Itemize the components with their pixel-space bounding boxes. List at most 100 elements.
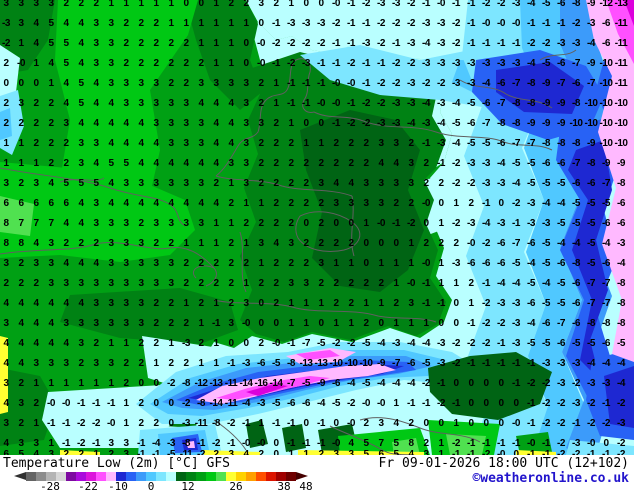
colorbar-cell bbox=[156, 472, 166, 481]
grid-temperature-value: 2 bbox=[318, 158, 324, 169]
grid-temperature-value: 0 bbox=[453, 298, 459, 309]
copyright-link[interactable]: ©weatheronline.co.uk bbox=[472, 471, 629, 486]
grid-temperature-value: 3 bbox=[108, 278, 114, 289]
grid-temperature-value: 3 bbox=[123, 298, 129, 309]
grid-temperature-value: 3 bbox=[363, 198, 369, 209]
grid-temperature-value: -2 bbox=[542, 418, 550, 429]
grid-temperature-value: -4 bbox=[482, 78, 490, 89]
grid-temperature-value: 3 bbox=[123, 450, 129, 460]
grid-temperature-value: -3 bbox=[422, 118, 430, 129]
grid-temperature-value: -1 bbox=[227, 438, 235, 449]
grid-temperature-value: 0 bbox=[318, 118, 324, 129]
grid-temperature-value: -2 bbox=[557, 438, 565, 449]
grid-temperature-value: -2 bbox=[617, 450, 625, 460]
grid-temperature-value: -6 bbox=[497, 138, 505, 149]
grid-temperature-value: 0 bbox=[243, 338, 249, 349]
grid-temperature-value: 5 bbox=[363, 450, 369, 460]
grid-temperature-value: -4 bbox=[422, 338, 430, 349]
grid-temperature-value: 1 bbox=[333, 258, 339, 269]
grid-temperature-value: 1 bbox=[378, 298, 384, 309]
grid-temperature-value: 5 bbox=[93, 178, 99, 189]
grid-temperature-value: -3 bbox=[407, 78, 415, 89]
grid-temperature-value: -4 bbox=[317, 398, 325, 409]
grid-temperature-value: 4 bbox=[63, 18, 69, 29]
grid-temperature-value: 1 bbox=[78, 378, 84, 389]
grid-temperature-value: 3 bbox=[228, 318, 234, 329]
grid-temperature-value: 2 bbox=[138, 418, 144, 429]
grid-temperature-value: 2 bbox=[408, 138, 414, 149]
grid-temperature-value: 1 bbox=[393, 398, 399, 409]
grid-temperature-value: -3 bbox=[302, 58, 310, 69]
grid-temperature-value: -4 bbox=[557, 238, 565, 249]
grid-temperature-value: 4 bbox=[243, 450, 249, 460]
grid-temperature-value: 3 bbox=[18, 0, 24, 9]
grid-temperature-value: -9 bbox=[317, 378, 325, 389]
grid-temperature-value: -7 bbox=[482, 118, 490, 129]
grid-temperature-value: 3 bbox=[108, 218, 114, 229]
grid-temperature-value: -6 bbox=[482, 258, 490, 269]
grid-temperature-value: -1 bbox=[467, 450, 475, 460]
grid-temperature-value: -8 bbox=[572, 0, 580, 9]
grid-temperature-value: -9 bbox=[587, 58, 595, 69]
grid-temperature-value: 1 bbox=[213, 58, 219, 69]
grid-temperature-value: 3 bbox=[423, 450, 429, 460]
grid-temperature-value: 1 bbox=[198, 38, 204, 49]
grid-temperature-value: -2 bbox=[542, 398, 550, 409]
grid-temperature-value: 1 bbox=[243, 238, 249, 249]
grid-temperature-value: -9 bbox=[587, 138, 595, 149]
grid-temperature-value: -2 bbox=[542, 38, 550, 49]
grid-temperature-value: -3 bbox=[407, 38, 415, 49]
colorbar-tick-label: 48 bbox=[299, 480, 313, 490]
grid-temperature-value: 3 bbox=[123, 218, 129, 229]
grid-temperature-value: -3 bbox=[572, 358, 580, 369]
grid-temperature-value: 3 bbox=[243, 118, 249, 129]
grid-temperature-value: 4 bbox=[138, 198, 144, 209]
grid-temperature-value: -3 bbox=[437, 358, 445, 369]
grid-temperature-value: -5 bbox=[602, 198, 610, 209]
grid-temperature-value: -1 bbox=[527, 450, 535, 460]
grid-temperature-value: -5 bbox=[587, 338, 595, 349]
grid-temperature-value: 1 bbox=[213, 0, 219, 9]
grid-temperature-value: 1 bbox=[438, 438, 444, 449]
colorbar-cell bbox=[266, 472, 276, 481]
grid-temperature-value: -1 bbox=[497, 358, 505, 369]
grid-temperature-value: -2 bbox=[617, 398, 625, 409]
grid-temperature-value: -6 bbox=[572, 178, 580, 189]
grid-temperature-value: 3 bbox=[183, 218, 189, 229]
grid-temperature-value: 2 bbox=[438, 238, 444, 249]
grid-temperature-value: -5 bbox=[572, 338, 580, 349]
grid-temperature-value: 3 bbox=[3, 378, 9, 389]
grid-temperature-value: 3 bbox=[93, 18, 99, 29]
grid-temperature-value: 3 bbox=[153, 118, 159, 129]
grid-temperature-value: -8 bbox=[617, 178, 625, 189]
grid-temperature-value: -5 bbox=[302, 378, 310, 389]
grid-temperature-value: 3 bbox=[123, 438, 129, 449]
grid-temperature-value: 4 bbox=[78, 258, 84, 269]
grid-temperature-value: 3 bbox=[48, 278, 54, 289]
grid-temperature-value: -2 bbox=[407, 0, 415, 9]
grid-temperature-value: -5 bbox=[542, 238, 550, 249]
grid-temperature-value: -0 bbox=[512, 418, 520, 429]
grid-temperature-value: -7 bbox=[557, 318, 565, 329]
grid-temperature-value: -1 bbox=[557, 18, 565, 29]
grid-temperature-value: -0 bbox=[527, 438, 535, 449]
grid-temperature-value: -7 bbox=[512, 78, 520, 89]
grid-temperature-value: 4 bbox=[33, 450, 39, 460]
grid-temperature-value: -1 bbox=[62, 418, 70, 429]
grid-temperature-value: -3 bbox=[542, 358, 550, 369]
grid-temperature-value: -4 bbox=[542, 278, 550, 289]
grid-temperature-value: 2 bbox=[33, 138, 39, 149]
grid-temperature-value: 3 bbox=[408, 158, 414, 169]
grid-temperature-value: 2 bbox=[138, 398, 144, 409]
grid-temperature-value: 0 bbox=[468, 378, 474, 389]
grid-temperature-value: -10 bbox=[614, 118, 628, 129]
grid-temperature-value: -9 bbox=[617, 158, 625, 169]
grid-temperature-value: 2 bbox=[198, 338, 204, 349]
grid-temperature-value: -9 bbox=[587, 0, 595, 9]
grid-temperature-value: 3 bbox=[18, 438, 24, 449]
grid-temperature-value: 2 bbox=[258, 178, 264, 189]
grid-temperature-value: -1 bbox=[317, 78, 325, 89]
grid-temperature-value: 4 bbox=[153, 198, 159, 209]
grid-temperature-value: -13 bbox=[314, 358, 328, 369]
grid-temperature-value: 0 bbox=[468, 418, 474, 429]
